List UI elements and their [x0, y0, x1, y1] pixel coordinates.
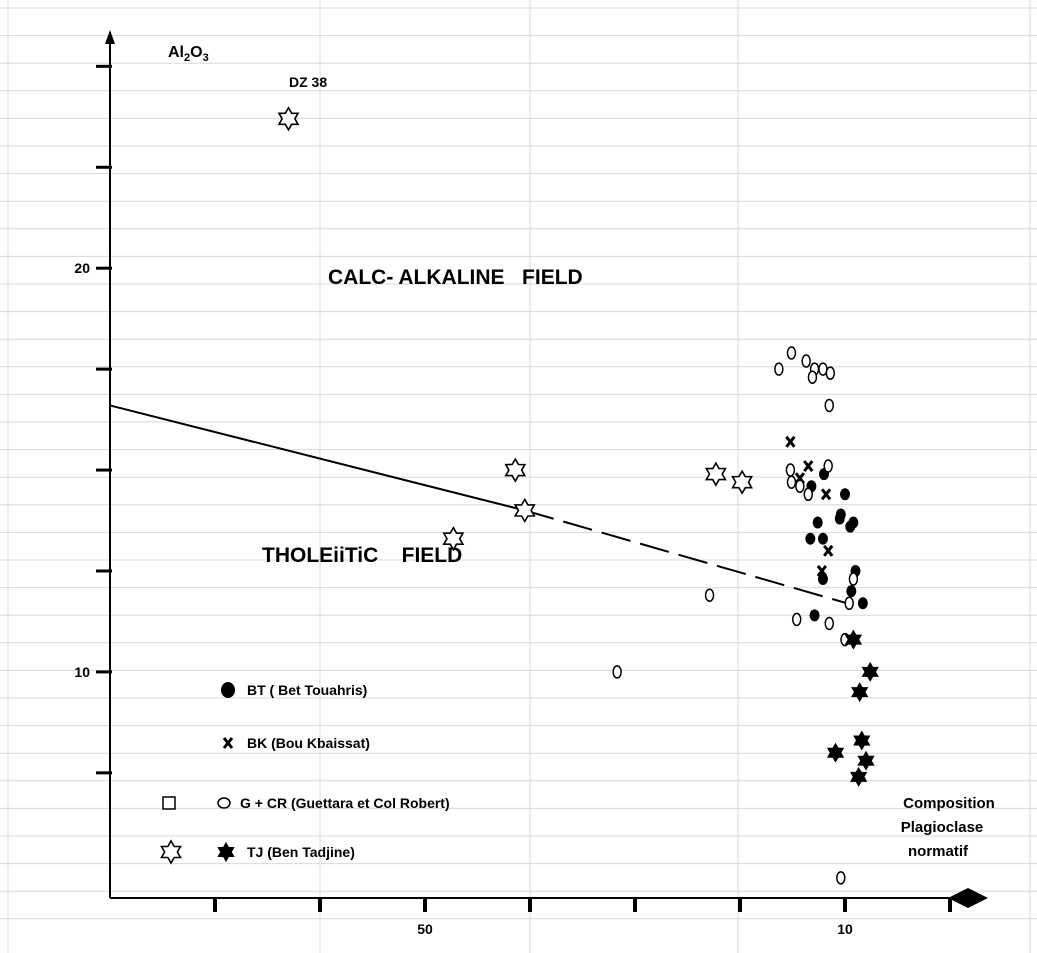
data-point [844, 596, 854, 611]
x-stroke [816, 565, 828, 577]
legend: BT ( Bet Touahris) BK (Bou Kbaissat) G + C… [160, 682, 450, 865]
y-tick-label: 10 [74, 664, 90, 680]
legend-marker [222, 737, 234, 749]
y-axis-ticks [96, 64, 112, 775]
data-point [442, 526, 465, 552]
data-point [812, 516, 823, 529]
data-point [823, 544, 834, 557]
data-point [834, 512, 845, 525]
legend-item: BT ( Bet Touahris) [221, 682, 367, 698]
data-point [785, 463, 796, 477]
legend-label: BK (Bou Kbaissat) [247, 735, 370, 751]
x-tick-label: 10 [837, 921, 853, 937]
data-point [786, 475, 797, 489]
data-point [823, 459, 833, 473]
data-point [504, 457, 527, 483]
legend-marker [217, 797, 231, 809]
tick-labels: 20 10 50 10 [74, 260, 853, 937]
series-2 [612, 346, 859, 885]
data-point [795, 479, 805, 493]
data-point [513, 497, 536, 523]
data-point [809, 609, 820, 622]
data-point [820, 488, 832, 501]
data-point [803, 460, 814, 472]
x-stroke [823, 544, 834, 557]
x-stroke [803, 460, 814, 472]
series-4 [826, 629, 879, 787]
data-point [846, 585, 857, 598]
legend-marker [160, 839, 182, 865]
x-stroke [222, 737, 234, 749]
series-3 [277, 106, 753, 552]
boundary-line [109, 404, 848, 605]
data-point [791, 612, 802, 627]
data-point [612, 665, 622, 679]
data-point [824, 398, 834, 413]
dz38-annotation: DZ 38 [289, 74, 327, 90]
data-point [853, 730, 871, 751]
tholeiitic-field-label: THOLEiiTiC FIELD [262, 544, 462, 567]
calc-alkaline-field-label: CALC- ALKALINE FIELD [328, 266, 583, 289]
x-axis-diamond [948, 888, 988, 908]
data-point [850, 766, 868, 787]
data-points [277, 106, 879, 885]
data-point [836, 871, 846, 885]
data-point [786, 346, 797, 360]
legend-label: BT ( Bet Touahris) [247, 682, 367, 698]
x-stroke [820, 488, 832, 501]
x-label-line-2: Plagioclase [901, 819, 984, 836]
data-point [848, 572, 859, 586]
data-point [857, 597, 868, 610]
boundary-dashed [524, 509, 848, 605]
boundary-solid [109, 404, 525, 512]
y-axis-label: Al2O3 [168, 44, 209, 64]
data-point [825, 366, 836, 380]
x-label-line-3: normatif [908, 843, 969, 860]
data-point [844, 629, 863, 650]
data-point [731, 469, 753, 495]
data-point [704, 588, 715, 602]
x-axis-label: Composition Plagioclase normatif [901, 795, 995, 860]
data-point [774, 362, 784, 376]
data-point [826, 742, 845, 763]
legend-label: G + CR (Guettara et Col Robert) [240, 795, 450, 811]
legend-marker [162, 796, 176, 810]
y-axis-arrow [105, 30, 115, 44]
data-point [817, 532, 828, 545]
series-1 [785, 435, 834, 577]
data-point [840, 488, 850, 501]
legend-label: TJ (Ben Tadjine) [247, 844, 355, 860]
legend-item: TJ (Ben Tadjine) [160, 839, 355, 865]
data-point [805, 532, 816, 545]
data-point [848, 516, 859, 529]
legend-item: G + CR (Guettara et Col Robert) [162, 795, 450, 811]
data-point [785, 435, 796, 448]
data-point [816, 565, 828, 577]
x-stroke [785, 435, 796, 448]
x-tick-label: 50 [417, 921, 433, 937]
x-axis-ticks [213, 898, 952, 912]
x-label-line-1: Composition [903, 795, 995, 812]
data-point [851, 682, 869, 703]
data-point [807, 370, 818, 384]
data-point [824, 616, 834, 631]
data-point [861, 661, 879, 682]
data-point [277, 106, 300, 132]
data-point [803, 487, 813, 502]
data-point [801, 354, 811, 368]
data-point [704, 461, 727, 487]
legend-marker [221, 682, 235, 698]
data-point [857, 750, 875, 771]
legend-item: BK (Bou Kbaissat) [222, 735, 370, 751]
y-tick-label: 20 [74, 260, 90, 276]
series-0 [805, 468, 868, 622]
legend-marker [217, 842, 235, 862]
